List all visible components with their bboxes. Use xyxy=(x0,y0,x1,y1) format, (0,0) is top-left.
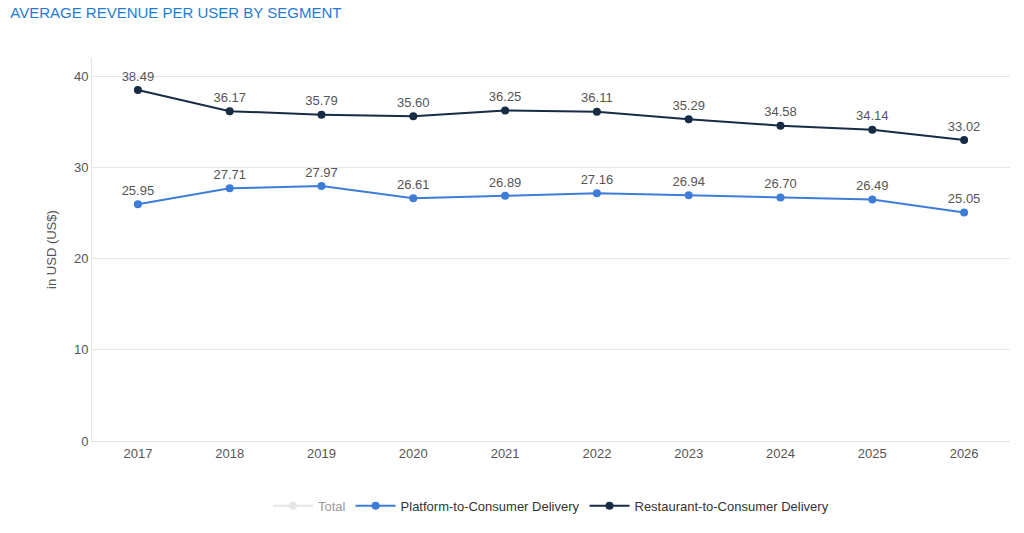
svg-text:27.71: 27.71 xyxy=(213,167,246,182)
svg-text:2024: 2024 xyxy=(766,446,795,461)
svg-text:34.14: 34.14 xyxy=(856,108,889,123)
svg-text:25.05: 25.05 xyxy=(948,191,981,206)
svg-text:36.17: 36.17 xyxy=(213,90,246,105)
svg-text:26.89: 26.89 xyxy=(489,175,522,190)
svg-text:10: 10 xyxy=(74,342,88,357)
svg-text:35.60: 35.60 xyxy=(397,95,430,110)
svg-text:34.58: 34.58 xyxy=(764,104,797,119)
svg-text:36.11: 36.11 xyxy=(581,90,613,105)
svg-text:27.97: 27.97 xyxy=(305,165,338,180)
svg-text:35.79: 35.79 xyxy=(305,93,338,108)
svg-text:2021: 2021 xyxy=(491,446,520,461)
svg-text:40: 40 xyxy=(74,69,88,84)
svg-text:Platform-to-Consumer Delivery: Platform-to-Consumer Delivery xyxy=(401,499,580,514)
svg-text:2020: 2020 xyxy=(399,446,428,461)
svg-text:2018: 2018 xyxy=(215,446,244,461)
svg-text:0: 0 xyxy=(81,434,88,449)
svg-text:27.16: 27.16 xyxy=(581,172,614,187)
svg-text:2017: 2017 xyxy=(123,446,152,461)
svg-text:26.94: 26.94 xyxy=(672,174,705,189)
svg-text:20: 20 xyxy=(74,251,88,266)
svg-text:in USD (US$): in USD (US$) xyxy=(44,210,59,289)
svg-text:26.49: 26.49 xyxy=(856,178,889,193)
svg-text:2022: 2022 xyxy=(582,446,611,461)
svg-text:Total: Total xyxy=(318,499,346,514)
svg-text:30: 30 xyxy=(74,160,88,175)
svg-text:36.25: 36.25 xyxy=(489,89,522,104)
svg-text:38.49: 38.49 xyxy=(122,69,155,84)
svg-text:2023: 2023 xyxy=(674,446,703,461)
svg-text:Restaurant-to-Consumer Deliver: Restaurant-to-Consumer Delivery xyxy=(635,499,829,514)
svg-text:2019: 2019 xyxy=(307,446,336,461)
svg-text:33.02: 33.02 xyxy=(948,119,981,134)
svg-text:2026: 2026 xyxy=(950,446,979,461)
svg-text:35.29: 35.29 xyxy=(672,98,705,113)
svg-text:25.95: 25.95 xyxy=(122,183,155,198)
svg-text:26.70: 26.70 xyxy=(764,176,797,191)
svg-text:26.61: 26.61 xyxy=(397,177,430,192)
svg-text:AVERAGE REVENUE PER USER BY SE: AVERAGE REVENUE PER USER BY SEGMENT xyxy=(10,4,341,21)
svg-text:2025: 2025 xyxy=(858,446,887,461)
